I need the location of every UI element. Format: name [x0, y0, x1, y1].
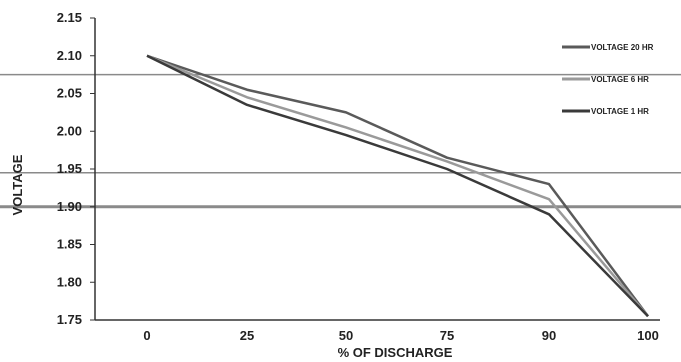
reference-lines: [0, 73, 681, 209]
y-tick-label: 2.15: [57, 10, 82, 25]
series-lines: [146, 54, 650, 318]
series-line: [146, 54, 649, 318]
y-tick-label: 1.90: [57, 199, 82, 214]
x-tick-label: 25: [240, 328, 254, 343]
x-tick-label: 0: [143, 328, 150, 343]
legend: VOLTAGE 20 HR VOLTAGE 6 HR VOLTAGE 1 HR: [562, 43, 654, 116]
x-axis-label: % OF DISCHARGE: [338, 345, 453, 360]
y-tick-label: 2.00: [57, 123, 82, 138]
y-tick-label: 1.80: [57, 274, 82, 289]
series-line: [146, 54, 650, 317]
x-tick-label: 90: [542, 328, 556, 343]
legend-label: VOLTAGE 20 HR: [591, 43, 654, 52]
x-tick-label: 75: [440, 328, 454, 343]
axes: [94, 18, 660, 321]
y-tick-label: 1.85: [57, 237, 82, 252]
x-tick-labels: 0 25 50 75 90 100: [143, 328, 658, 343]
y-tick-label: 1.75: [57, 312, 82, 327]
x-tick-label: 50: [339, 328, 353, 343]
y-tick-labels: 1.75 1.80 1.85 1.90 1.95 2.00 2.05 2.10 2.15: [57, 10, 95, 327]
x-tick-label: 100: [637, 328, 659, 343]
y-tick-label: 1.95: [57, 161, 82, 176]
series-line: [146, 54, 649, 318]
y-tick-label: 2.05: [57, 86, 82, 101]
y-tick-label: 2.10: [57, 48, 82, 63]
y-axis-label: VOLTAGE: [10, 154, 25, 215]
legend-label: VOLTAGE 6 HR: [591, 75, 649, 84]
legend-label: VOLTAGE 1 HR: [591, 107, 649, 116]
